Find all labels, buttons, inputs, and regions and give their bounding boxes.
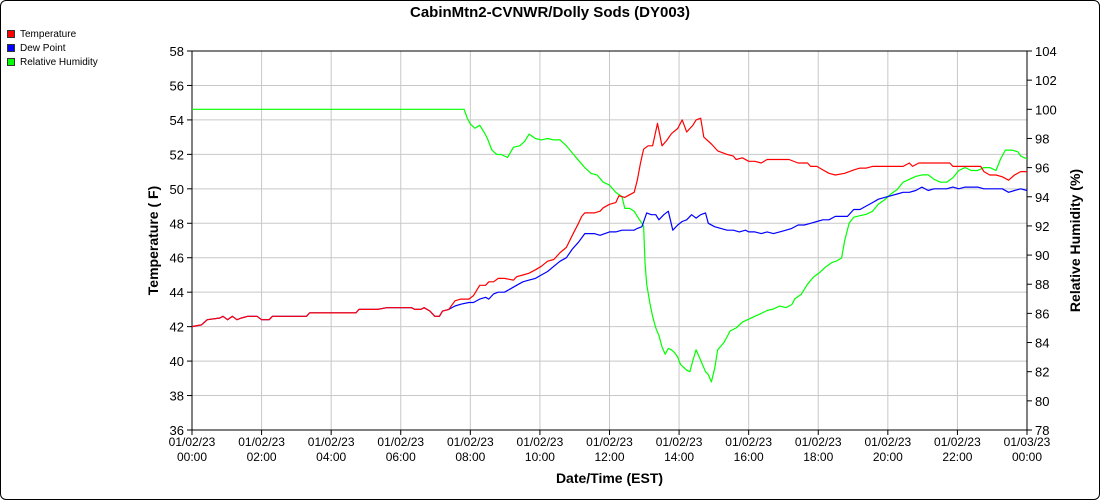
y2-tick-label: 88 bbox=[1035, 277, 1049, 292]
y-tick-label: 48 bbox=[170, 216, 184, 231]
x-tick-label-date: 01/02/23 bbox=[656, 435, 703, 449]
x-tick-label-date: 01/02/23 bbox=[447, 435, 494, 449]
y2-tick-label: 78 bbox=[1035, 423, 1049, 438]
y2-tick-label: 96 bbox=[1035, 161, 1049, 176]
y-tick-label: 38 bbox=[170, 389, 184, 404]
x-tick-label-date: 01/02/23 bbox=[864, 435, 911, 449]
legend-swatch-relative-humidity bbox=[7, 58, 15, 66]
x-tick-label-date: 01/02/23 bbox=[795, 435, 842, 449]
legend-label-relative-humidity: Relative Humidity bbox=[20, 56, 98, 68]
chart-title: CabinMtn2-CVNWR/Dolly Sods (DY003) bbox=[409, 4, 691, 21]
y2-tick-label: 102 bbox=[1035, 73, 1057, 88]
x-tick-label-time: 20:00 bbox=[873, 450, 903, 464]
x-tick-label-date: 01/02/23 bbox=[308, 435, 355, 449]
series-line-relative-humidity bbox=[192, 108, 1028, 383]
legend-label-temperature: Temperature bbox=[20, 28, 77, 40]
legend-item-dew-point: Dew Point bbox=[7, 41, 98, 55]
y-tick-label: 36 bbox=[170, 423, 184, 438]
x-tick-label-time: 06:00 bbox=[386, 450, 416, 464]
legend-swatch-dew-point bbox=[7, 44, 15, 52]
x-tick-label-date: 01/02/23 bbox=[169, 435, 216, 449]
x-tick-label-time: 04:00 bbox=[316, 450, 346, 464]
y-tick-label: 42 bbox=[170, 320, 184, 335]
legend: Temperature Dew Point Relative Humidity bbox=[7, 27, 98, 69]
y-tick-label: 52 bbox=[170, 147, 184, 162]
y2-tick-label: 82 bbox=[1035, 365, 1049, 380]
x-axis-title: Date/Time (EST) bbox=[556, 470, 663, 486]
x-tick-label-time: 14:00 bbox=[664, 450, 694, 464]
x-tick-label-date: 01/02/23 bbox=[725, 435, 772, 449]
x-tick-label-time: 16:00 bbox=[734, 450, 764, 464]
x-tick-label-date: 01/02/23 bbox=[377, 435, 424, 449]
y2-tick-label: 104 bbox=[1035, 44, 1057, 59]
x-tick-label-time: 12:00 bbox=[594, 450, 624, 464]
x-tick-label-time: 22:00 bbox=[942, 450, 972, 464]
y2-tick-label: 86 bbox=[1035, 306, 1049, 321]
y2-axis-title: Relative Humidity (%) bbox=[1067, 169, 1083, 312]
x-tick-label-time: 18:00 bbox=[803, 450, 833, 464]
x-tick-label-time: 02:00 bbox=[247, 450, 277, 464]
legend-item-temperature: Temperature bbox=[7, 27, 98, 41]
y-tick-label: 56 bbox=[170, 78, 184, 93]
y-tick-label: 50 bbox=[170, 182, 184, 197]
legend-item-relative-humidity: Relative Humidity bbox=[7, 55, 98, 69]
y-tick-label: 46 bbox=[170, 251, 184, 266]
x-tick-label-date: 01/02/23 bbox=[586, 435, 633, 449]
x-tick-label-date: 01/02/23 bbox=[934, 435, 981, 449]
y2-tick-label: 98 bbox=[1035, 131, 1049, 146]
y2-tick-label: 90 bbox=[1035, 248, 1049, 263]
y2-tick-label: 100 bbox=[1035, 102, 1057, 117]
x-tick-label-date: 01/02/23 bbox=[238, 435, 285, 449]
y-tick-label: 44 bbox=[170, 285, 184, 300]
x-tick-label-time: 10:00 bbox=[525, 450, 555, 464]
x-tick-label-time: 00:00 bbox=[177, 450, 207, 464]
legend-swatch-temperature bbox=[7, 30, 15, 38]
legend-label-dew-point: Dew Point bbox=[20, 42, 66, 54]
series-line-temperature bbox=[191, 117, 1027, 328]
y2-tick-label: 94 bbox=[1035, 190, 1049, 205]
y-tick-label: 58 bbox=[170, 44, 184, 59]
y2-tick-label: 84 bbox=[1035, 336, 1049, 351]
y-axis-title: Temperature ( F) bbox=[145, 186, 161, 295]
y-tick-label: 54 bbox=[170, 113, 184, 128]
x-tick-label-date: 01/02/23 bbox=[517, 435, 564, 449]
x-tick-label-date: 01/03/23 bbox=[1004, 435, 1051, 449]
x-tick-label-time: 08:00 bbox=[455, 450, 485, 464]
y2-tick-label: 92 bbox=[1035, 219, 1049, 234]
y-tick-label: 40 bbox=[170, 354, 184, 369]
y2-tick-label: 80 bbox=[1035, 394, 1049, 409]
x-tick-label-time: 00:00 bbox=[1012, 450, 1042, 464]
